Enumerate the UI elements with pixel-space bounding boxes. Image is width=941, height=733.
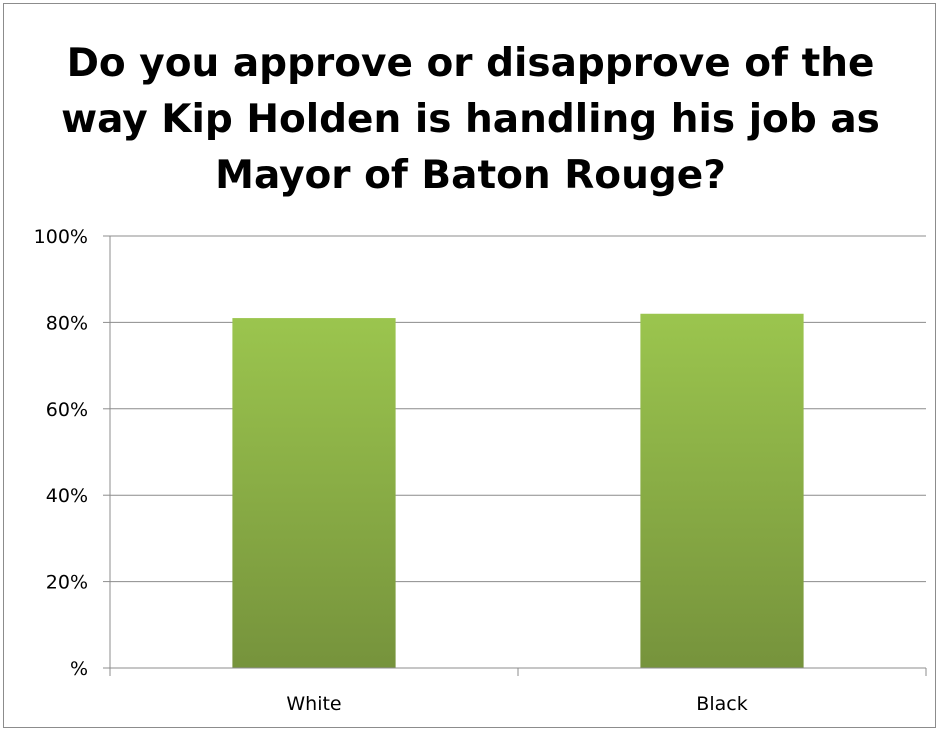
x-tick-label: White — [286, 693, 341, 715]
chart-title-line-2: way Kip Holden is handling his job as — [61, 97, 880, 142]
y-tick-label: 40% — [46, 485, 88, 507]
chart-title-line-1: Do you approve or disapprove of the — [66, 41, 875, 86]
y-tick-label: 60% — [46, 399, 88, 421]
x-tick-label: Black — [696, 693, 747, 715]
chart-title: Do you approve or disapprove of the way … — [0, 36, 941, 204]
y-tick-label: 20% — [46, 572, 88, 594]
bar-black — [640, 313, 804, 668]
chart-title-line-3: Mayor of Baton Rouge? — [215, 153, 726, 198]
y-tick-label: 80% — [46, 312, 88, 334]
axes — [103, 235, 927, 676]
y-tick-label: 100% — [34, 226, 88, 248]
bar-white — [232, 318, 396, 668]
y-tick-label: % — [70, 658, 88, 680]
bars — [232, 313, 804, 668]
tick-labels: % 20% 40% 60% 80% 100% White Black — [34, 226, 748, 715]
